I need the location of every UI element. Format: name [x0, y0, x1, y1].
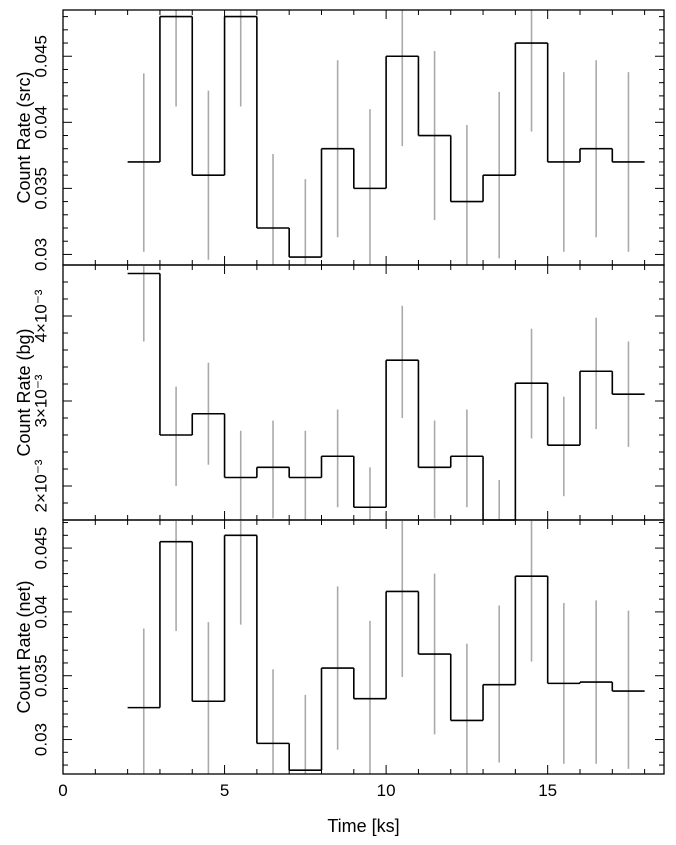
src-y-tick-label: 0.035 — [32, 167, 51, 210]
src-ticks — [62, 10, 664, 265]
net-error-bars — [142, 520, 630, 774]
src-y-axis-label: Count Rate (src) — [14, 71, 34, 203]
net-y-axis-label: Count Rate (net) — [14, 580, 34, 713]
bg-tick-labels: 2×10⁻³ 3×10⁻³ 4×10⁻³ — [32, 289, 51, 512]
panel-bg: 2×10⁻³ 3×10⁻³ 4×10⁻³ Count Rate (bg) — [14, 264, 665, 521]
net-y-tick-label: 0.035 — [32, 654, 51, 697]
bg-panel-frame — [62, 264, 665, 521]
bg-y-tick-label: 2×10⁻³ — [32, 459, 51, 512]
net-y-tick-label: 0.04 — [32, 595, 51, 628]
bg-ticks — [62, 264, 664, 521]
net-tick-labels: 0.03 0.035 0.04 0.045 0 5 10 15 — [32, 527, 558, 800]
bg-step-curve — [127, 272, 645, 521]
net-y-tick-label: 0.045 — [32, 527, 51, 570]
src-y-tick-label: 0.03 — [32, 238, 51, 271]
net-step-curve — [127, 534, 645, 771]
net-ticks — [62, 520, 664, 774]
panel-net: 0.03 0.035 0.04 0.045 0 5 10 15 Count Rate (net… — [14, 519, 665, 800]
bg-y-tick-label: 4×10⁻³ — [32, 289, 51, 342]
x-axis-label: Time [ks] — [327, 816, 399, 836]
x-tick-label: 10 — [377, 781, 396, 800]
src-tick-labels: 0.03 0.035 0.04 0.045 — [32, 35, 51, 271]
x-tick-label: 5 — [220, 781, 229, 800]
src-y-tick-label: 0.045 — [32, 35, 51, 78]
net-y-tick-label: 0.03 — [32, 723, 51, 756]
panel-src: 0.03 0.035 0.04 0.045 Count Rate (src) — [14, 9, 665, 271]
bg-y-axis-label: Count Rate (bg) — [14, 328, 34, 456]
net-panel-frame — [62, 519, 665, 775]
src-y-tick-label: 0.04 — [32, 106, 51, 139]
src-step-curve — [127, 15, 645, 258]
bg-y-tick-label: 3×10⁻³ — [32, 374, 51, 427]
x-tick-label: 15 — [538, 781, 557, 800]
x-tick-label: 0 — [58, 781, 67, 800]
src-panel-frame — [62, 9, 665, 266]
